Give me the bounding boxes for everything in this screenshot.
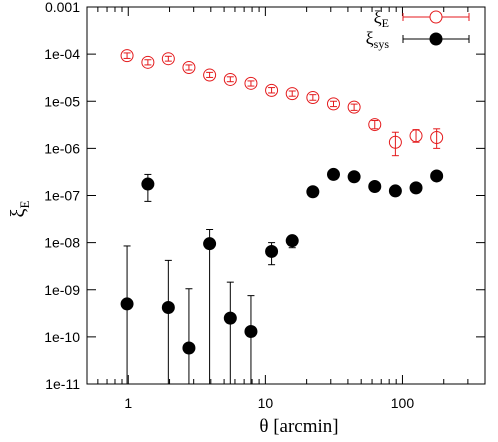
data-point [430, 169, 444, 183]
data-point [326, 97, 340, 111]
data-point [244, 76, 258, 90]
legend-marker-xi-sys [402, 32, 470, 46]
data-point [388, 135, 402, 149]
data-point [223, 311, 237, 325]
data-point [265, 83, 279, 97]
y-tick-label: 1e-06 [44, 140, 80, 156]
data-point [161, 301, 175, 315]
y-tick-label: 1e-10 [44, 329, 80, 345]
axis-ticks: 1 10 100 0.001 1e-04 1e-05 1e-06 1e-07 1e-08 1e-0… [44, 0, 486, 411]
y-tick-label: 1e-04 [44, 46, 80, 62]
data-point [306, 91, 320, 105]
data-point [430, 131, 444, 145]
data-point [368, 118, 382, 132]
y-tick-label: 1e-08 [44, 235, 80, 251]
data-point [326, 167, 340, 181]
data-point [223, 72, 237, 86]
y-tick-label: 1e-07 [44, 188, 80, 204]
y-tick-label: 1e-05 [44, 93, 80, 109]
x-tick-label: 1 [124, 395, 132, 411]
data-point [306, 185, 320, 199]
data-point [347, 170, 361, 184]
data-point [203, 68, 217, 82]
data-point [347, 100, 361, 114]
data-point [409, 181, 423, 195]
series-xi-sys [120, 167, 444, 384]
y-tick-label: 1e-11 [45, 376, 80, 392]
y-tick-label: 0.001 [45, 0, 80, 15]
x-tick-label: 10 [258, 395, 274, 411]
data-point [182, 61, 196, 75]
data-point [285, 87, 299, 101]
data-point [120, 297, 134, 311]
data-point [265, 244, 279, 258]
y-tick-label: 1e-09 [44, 282, 80, 298]
y-axis-label: ξE [7, 201, 32, 218]
data-point [161, 52, 175, 66]
series-xi-e [120, 49, 444, 157]
series-layer [120, 49, 444, 384]
data-point [244, 325, 258, 339]
data-point [120, 49, 134, 63]
data-point [368, 180, 382, 194]
data-point [141, 55, 155, 69]
data-point [141, 177, 155, 191]
data-point [409, 129, 423, 143]
x-axis-label: θ [arcmin] [259, 416, 338, 437]
data-point [285, 234, 299, 248]
data-point [388, 184, 402, 198]
x-tick-label: 100 [391, 395, 415, 411]
legend: ξE ξsys [366, 7, 470, 51]
data-point [203, 237, 217, 251]
legend-label-xi-e: ξE [374, 7, 389, 30]
data-point [182, 341, 196, 355]
plot-frame [86, 6, 486, 385]
legend-label-xi-sys: ξsys [366, 28, 390, 51]
legend-marker-xi-e [402, 10, 470, 24]
